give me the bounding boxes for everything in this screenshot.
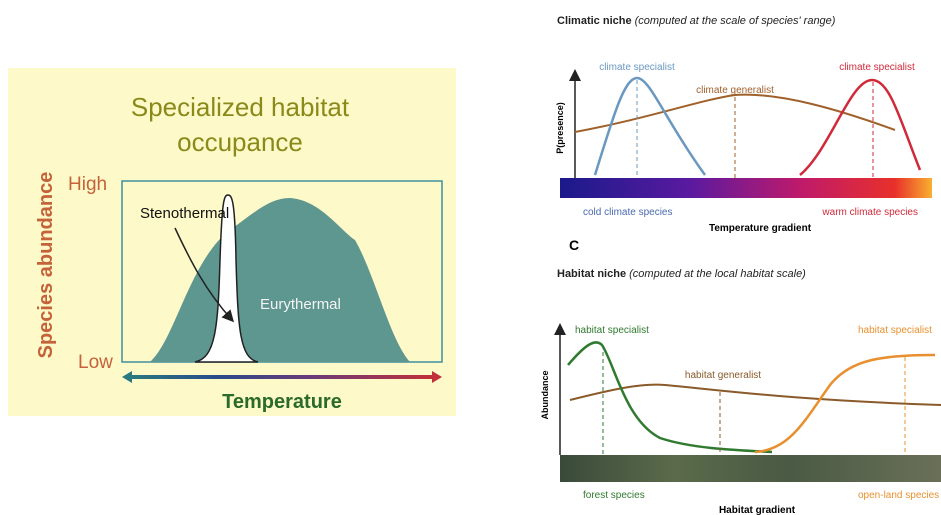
- label: Stenothermal: [140, 205, 229, 222]
- generalist-curve: [570, 385, 941, 405]
- label: climate specialist: [839, 62, 915, 73]
- label: cold climate species: [583, 207, 672, 218]
- panel-letter: C: [569, 237, 579, 253]
- title: occupance: [177, 127, 303, 157]
- label: climate specialist: [599, 62, 675, 73]
- label: habitat specialist: [575, 325, 649, 336]
- label: habitat generalist: [685, 370, 761, 381]
- habitat-bar: [560, 455, 941, 482]
- label: Eurythermal: [260, 296, 341, 313]
- specialist-curve: [595, 78, 705, 175]
- x-label: Temperature gradient: [709, 223, 812, 234]
- y-label: Abundance: [540, 370, 550, 419]
- gradient-bar: [560, 178, 932, 198]
- y-label: P(presence): [555, 102, 565, 154]
- x-label: Habitat gradient: [719, 505, 796, 515]
- title: Climatic niche (computed at the scale of…: [557, 15, 836, 27]
- label: climate generalist: [696, 85, 774, 96]
- title: Habitat niche (computed at the local hab…: [557, 268, 806, 280]
- label: open-land species: [858, 490, 939, 501]
- label: forest species: [583, 490, 645, 501]
- label: Low: [78, 352, 113, 373]
- title: Specialized habitat: [131, 92, 350, 122]
- label: habitat specialist: [858, 325, 932, 336]
- x-label: Temperature: [222, 391, 342, 413]
- specialist-curve: [568, 342, 772, 452]
- axis: [128, 375, 432, 379]
- specialist-curve: [800, 80, 920, 175]
- y-label: Species abundance: [35, 172, 57, 359]
- label: High: [68, 174, 107, 195]
- label: warm climate species: [821, 207, 918, 218]
- figure: Specialized habitat occupance Stenotherm…: [0, 0, 941, 515]
